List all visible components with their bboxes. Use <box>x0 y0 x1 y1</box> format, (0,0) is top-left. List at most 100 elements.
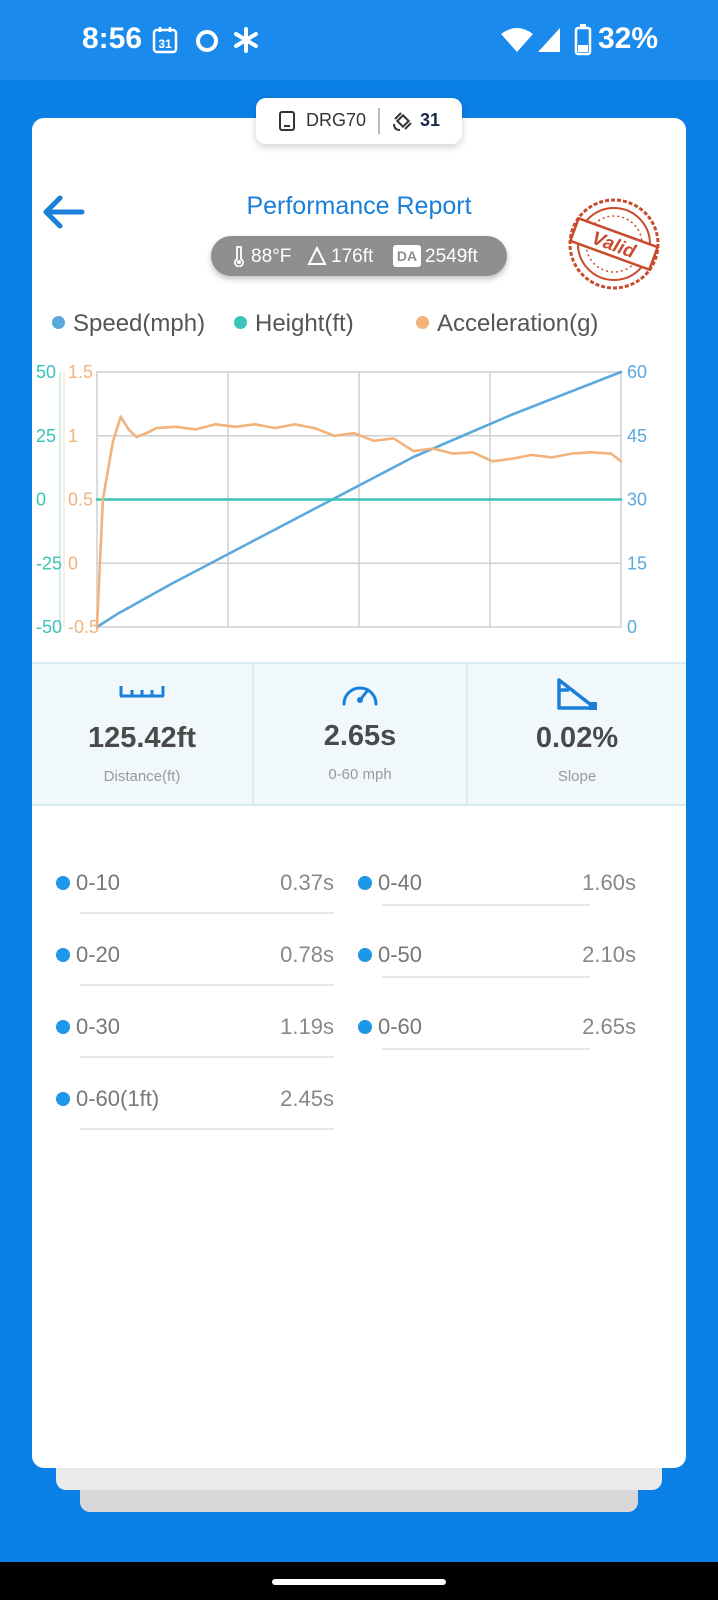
chart-tick-label-height: -50 <box>36 617 62 637</box>
density-altitude: 2549ft <box>425 246 478 267</box>
split-name: 0-60 <box>378 1014 423 1039</box>
chart-tick-label-acceleration: 1.5 <box>68 362 93 382</box>
split-name: 0-60(1ft) <box>76 1086 160 1111</box>
chart-tick-label-height: 25 <box>36 426 56 446</box>
home-gesture-handle[interactable] <box>272 1579 446 1585</box>
signal-icon <box>536 26 562 59</box>
split-row: 0-10 0.37s <box>56 842 334 914</box>
satellite-icon <box>392 110 414 137</box>
split-divider <box>382 1048 590 1050</box>
chart-tick-label-acceleration: 0.5 <box>68 490 93 510</box>
legend-item-acceleration: Acceleration(g) <box>416 310 598 338</box>
chart-tick-label-acceleration: -0.5 <box>68 617 99 637</box>
altitude: 176ft <box>331 246 374 267</box>
chart-tick-label-speed: 30 <box>627 490 647 510</box>
chart-tick-label-speed: 15 <box>627 553 647 573</box>
battery-percent: 32% <box>598 22 659 55</box>
asterisk-icon <box>232 26 260 59</box>
thermometer-icon <box>233 245 245 273</box>
split-time: 0.37s <box>280 870 334 895</box>
ruler-icon <box>118 678 166 707</box>
split-row: 0-40 1.60s <box>358 842 636 914</box>
zero-to-sixty-label: 0-60 mph <box>328 766 392 783</box>
status-bar: 8:56 31 32% <box>0 0 718 80</box>
slope-icon <box>555 676 599 717</box>
status-time: 8:56 <box>82 22 143 55</box>
split-dot <box>56 1092 70 1106</box>
back-arrow-icon <box>43 195 85 229</box>
stat-zero-to-sixty: 2.65s 0-60 mph <box>254 664 466 804</box>
split-row: 0-60 2.65s <box>358 986 636 1058</box>
slope-value: 0.02% <box>535 722 619 754</box>
chart-tick-label-height: 0 <box>36 490 46 510</box>
split-name: 0-30 <box>76 1014 121 1039</box>
split-dot <box>56 948 70 962</box>
chart-axis-acceleration: 1.5 1 0.5 0 -0.5 <box>68 362 99 637</box>
chart-series-accel <box>95 415 623 629</box>
circle-notification-icon <box>194 28 220 59</box>
chart-tick-label-speed: 60 <box>627 362 647 382</box>
device-pill[interactable]: DRG70 31 <box>256 98 462 144</box>
temperature: 88°F <box>251 246 292 267</box>
chart-tick-label-speed: 0 <box>627 617 637 637</box>
back-button[interactable] <box>40 192 90 232</box>
stat-slope: 0.02% Slope <box>468 664 686 804</box>
split-dot <box>358 948 372 962</box>
speedometer-icon <box>340 678 380 713</box>
split-time: 2.45s <box>280 1086 334 1111</box>
stat-divider <box>466 664 468 804</box>
split-name: 0-50 <box>378 942 423 967</box>
split-row: 0-20 0.78s <box>56 914 334 986</box>
legend-label: Acceleration(g) <box>437 310 599 337</box>
calendar-day: 31 <box>158 37 172 51</box>
split-divider <box>382 976 590 978</box>
performance-chart: 50 25 0 -25 -50 1.5 1 0.5 0 -0.5 60 45 30 15 0 <box>36 362 647 637</box>
split-divider <box>80 912 334 914</box>
stat-divider <box>252 664 254 804</box>
split-name: 0-40 <box>378 870 423 895</box>
chart-axis-height: 50 25 0 -25 -50 <box>36 362 62 637</box>
chart-series <box>95 370 623 629</box>
split-time: 0.78s <box>280 942 334 967</box>
zero-to-sixty-value: 2.65s <box>323 720 397 752</box>
split-time: 1.60s <box>582 870 636 895</box>
divider <box>378 108 380 134</box>
calendar-icon: 31 <box>152 26 178 59</box>
split-name: 0-10 <box>76 870 121 895</box>
legend-dot <box>234 316 247 329</box>
split-dot <box>358 876 372 890</box>
legend-item-height: Height(ft) <box>234 310 354 338</box>
satellite-count: 31 <box>420 110 441 130</box>
chart-tick-label-acceleration: 1 <box>68 426 78 446</box>
conditions-pill: 88°F 176ft DA 2549ft <box>211 236 507 276</box>
legend-item-speed: Speed(mph) <box>52 310 205 338</box>
split-time: 2.10s <box>582 942 636 967</box>
chart-tick-label-acceleration: 0 <box>68 553 78 573</box>
wifi-icon <box>500 26 534 59</box>
split-divider <box>382 904 590 906</box>
split-dot <box>56 876 70 890</box>
chart-tick-label-height: -25 <box>36 553 62 573</box>
slope-label: Slope <box>557 768 597 785</box>
stat-distance: 125.42ft Distance(ft) <box>32 664 252 804</box>
split-dot <box>56 1020 70 1034</box>
density-altitude-badge: DA <box>393 245 421 267</box>
chart-tick-label-height: 50 <box>36 362 56 382</box>
split-time: 1.19s <box>280 1014 334 1039</box>
split-time: 2.65s <box>582 1014 636 1039</box>
device-name: DRG70 <box>306 110 367 130</box>
altitude-icon <box>307 245 327 272</box>
stamp-seal-icon: Valid <box>568 198 660 290</box>
page-title: Performance Report <box>246 192 472 220</box>
distance-label: Distance(ft) <box>103 768 181 785</box>
chart-axis-speed: 60 45 30 15 0 <box>627 362 647 637</box>
stats-panel: 125.42ft Distance(ft) 2.65s 0-60 mph 0.0… <box>32 662 686 806</box>
legend-label: Speed(mph) <box>73 310 206 337</box>
split-name: 0-20 <box>76 942 121 967</box>
split-row: 0-30 1.19s <box>56 986 334 1058</box>
distance-value: 125.42ft <box>87 722 196 754</box>
chart-series-speed <box>95 370 623 629</box>
legend-dot <box>52 316 65 329</box>
split-divider <box>80 1128 334 1130</box>
split-row: 0-50 2.10s <box>358 914 636 986</box>
